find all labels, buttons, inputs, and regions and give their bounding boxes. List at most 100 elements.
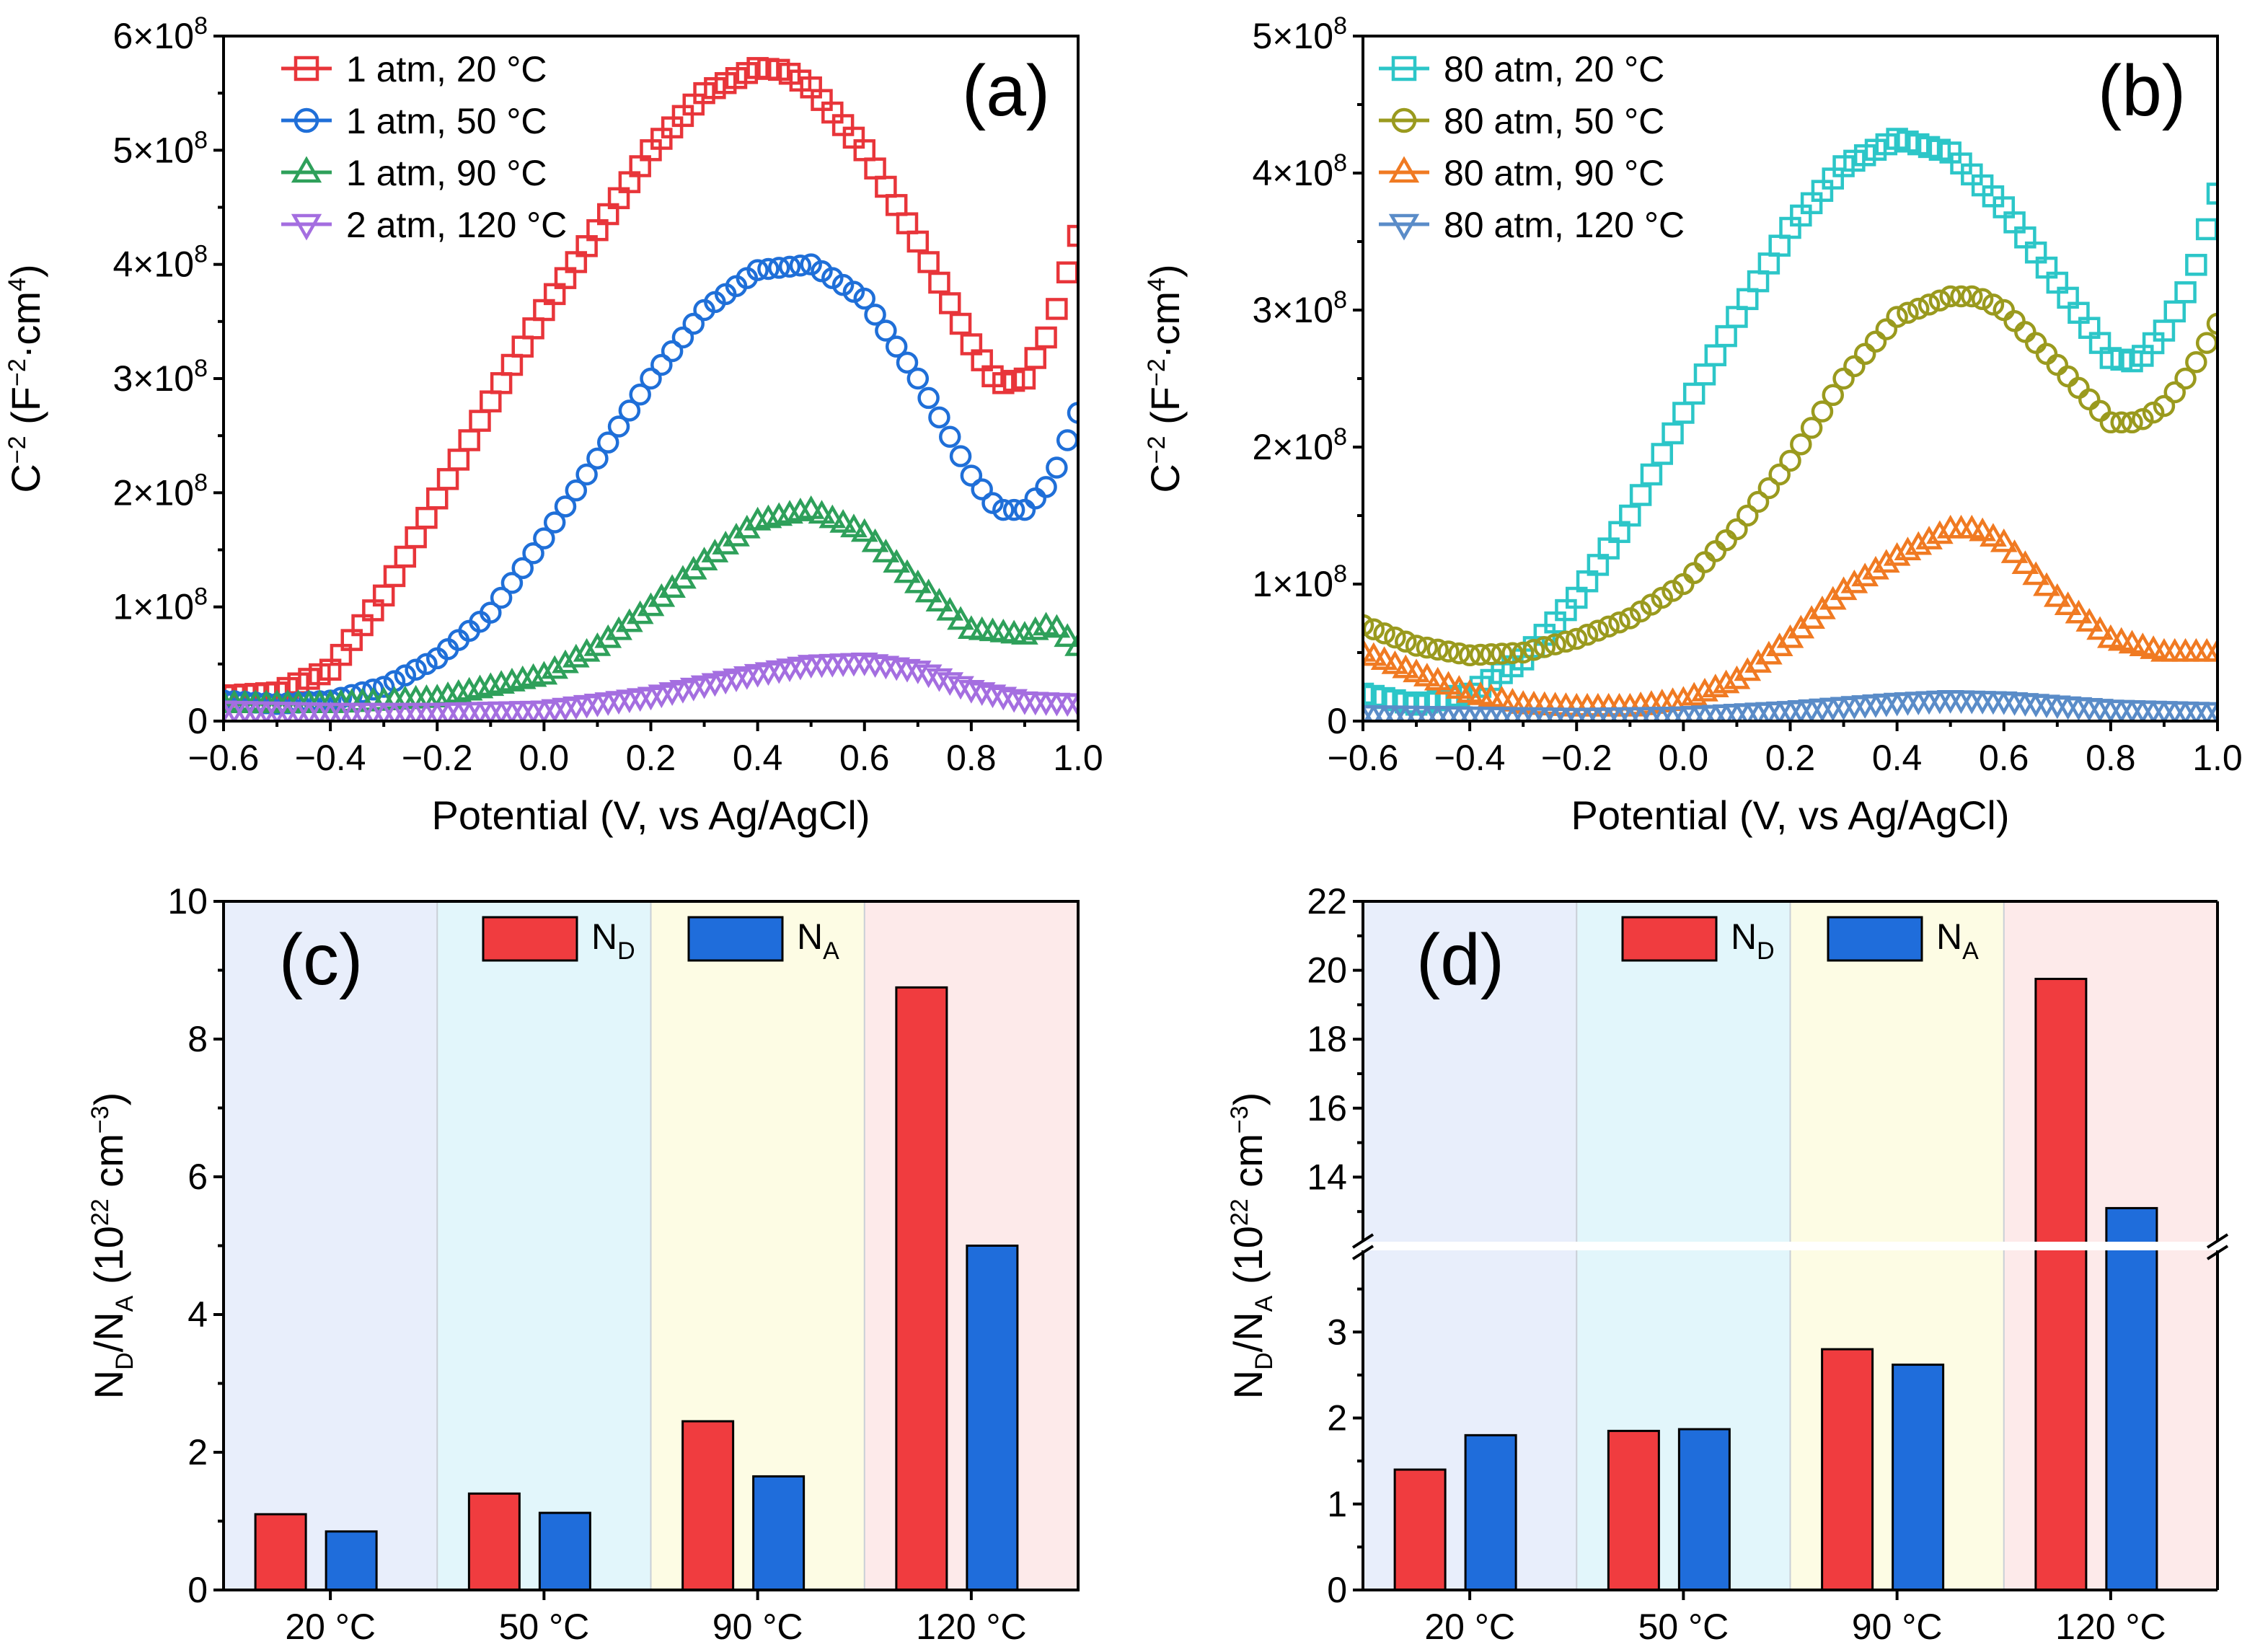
data-point bbox=[936, 672, 964, 697]
bar bbox=[467, 1492, 521, 1591]
data-point bbox=[1395, 630, 1417, 653]
data-point bbox=[1712, 669, 1740, 694]
data-point bbox=[490, 372, 513, 394]
data-point bbox=[1768, 463, 1791, 486]
data-point bbox=[562, 643, 590, 668]
data-point bbox=[1067, 402, 1078, 424]
data-point bbox=[1043, 614, 1071, 638]
y-tick-label: 14 bbox=[1307, 1157, 1347, 1197]
data-point bbox=[1811, 400, 1834, 423]
data-point bbox=[1894, 536, 1922, 561]
data-point bbox=[1682, 382, 1705, 405]
data-point bbox=[872, 539, 900, 562]
data-point bbox=[2185, 350, 2207, 374]
data-point bbox=[2121, 411, 2143, 434]
panel-letter: (d) bbox=[1416, 919, 1504, 1000]
data-point bbox=[1830, 576, 1858, 601]
data-point bbox=[917, 251, 940, 273]
data-point bbox=[500, 353, 524, 376]
legend-swatch bbox=[687, 916, 784, 962]
data-point bbox=[2011, 550, 2039, 575]
data-point bbox=[1915, 526, 1943, 549]
x-tick-label: −0.6 bbox=[1328, 738, 1399, 778]
data-point bbox=[1926, 520, 1954, 544]
data-point bbox=[1862, 555, 1889, 580]
data-point bbox=[1035, 476, 1057, 498]
x-tick-label: 50 °C bbox=[499, 1607, 590, 1647]
x-tick-label: 0.2 bbox=[1765, 738, 1816, 778]
data-point bbox=[1448, 642, 1470, 665]
bar bbox=[1892, 1364, 1945, 1591]
data-point bbox=[939, 425, 961, 448]
legend-label: 80 atm, 90 °C bbox=[1444, 153, 1664, 193]
data-point bbox=[917, 387, 940, 410]
data-point bbox=[1011, 621, 1038, 645]
category-band bbox=[437, 901, 651, 1590]
data-point bbox=[757, 257, 780, 281]
data-point bbox=[778, 255, 801, 278]
legend-marker bbox=[294, 56, 319, 81]
data-point bbox=[1715, 324, 1737, 348]
panel-a: −0.6 −0.4 −0.2 0.0 0.2 0.4 0.6 0.8 1.0 0 1×108​ 2×1… bbox=[3, 12, 1103, 838]
data-point bbox=[490, 586, 513, 609]
x-tick-label: 0.8 bbox=[2086, 738, 2136, 778]
y-tick-label: 4×108​ bbox=[112, 241, 208, 285]
y-tick-label: 3 bbox=[1327, 1312, 1347, 1352]
data-point bbox=[2153, 394, 2176, 418]
x-tick-label: −0.2 bbox=[402, 738, 473, 778]
legend-label: ND bbox=[1731, 916, 1775, 965]
y-tick-label: 3×108​ bbox=[112, 355, 208, 399]
bar bbox=[1607, 1429, 1660, 1591]
data-point bbox=[1672, 402, 1695, 424]
data-point bbox=[1629, 484, 1652, 506]
legend-marker bbox=[1388, 213, 1420, 241]
bar bbox=[1464, 1434, 1517, 1591]
data-point bbox=[818, 504, 847, 529]
data-point bbox=[2132, 407, 2154, 430]
data-point bbox=[2204, 637, 2218, 662]
legend-marker bbox=[1388, 156, 1420, 183]
data-point bbox=[469, 410, 491, 432]
data-point bbox=[426, 487, 449, 510]
data-point bbox=[1950, 285, 1972, 308]
data-point bbox=[960, 464, 983, 487]
data-point bbox=[1897, 301, 1919, 324]
data-point bbox=[885, 194, 908, 216]
data-point bbox=[1021, 616, 1049, 640]
data-point bbox=[1980, 523, 2007, 547]
data-point bbox=[1790, 433, 1812, 456]
data-point bbox=[928, 271, 950, 294]
series-1 bbox=[224, 57, 1078, 707]
data-point bbox=[2000, 539, 2029, 563]
y-tick-label: 5×108​ bbox=[1252, 12, 1347, 56]
data-point bbox=[829, 508, 857, 533]
data-point bbox=[586, 447, 609, 470]
data-point bbox=[511, 335, 534, 358]
data-point bbox=[925, 668, 953, 692]
y-tick-label: 22 bbox=[1307, 881, 1347, 922]
data-point bbox=[1905, 531, 1933, 555]
data-point bbox=[883, 549, 911, 573]
data-point bbox=[552, 649, 579, 673]
data-point bbox=[1864, 330, 1887, 353]
data-point bbox=[1064, 632, 1078, 656]
data-point bbox=[2206, 312, 2218, 335]
legend-label: 1 atm, 20 °C bbox=[346, 49, 547, 89]
data-point bbox=[640, 367, 662, 390]
data-point bbox=[1363, 637, 1377, 662]
data-point bbox=[1907, 297, 1930, 320]
data-point bbox=[746, 259, 769, 281]
data-point bbox=[1392, 654, 1420, 679]
break-mark bbox=[2206, 1245, 2229, 1260]
data-point bbox=[2078, 388, 2101, 411]
x-tick-label: 50 °C bbox=[1638, 1607, 1729, 1647]
data-point bbox=[2022, 561, 2050, 586]
data-point bbox=[1779, 449, 1801, 472]
data-point bbox=[2086, 616, 2114, 640]
data-point bbox=[405, 658, 427, 681]
x-tick-label: 0.4 bbox=[1872, 738, 1923, 778]
data-point bbox=[1693, 363, 1716, 386]
data-point bbox=[1800, 417, 1823, 439]
data-point bbox=[2075, 608, 2104, 632]
